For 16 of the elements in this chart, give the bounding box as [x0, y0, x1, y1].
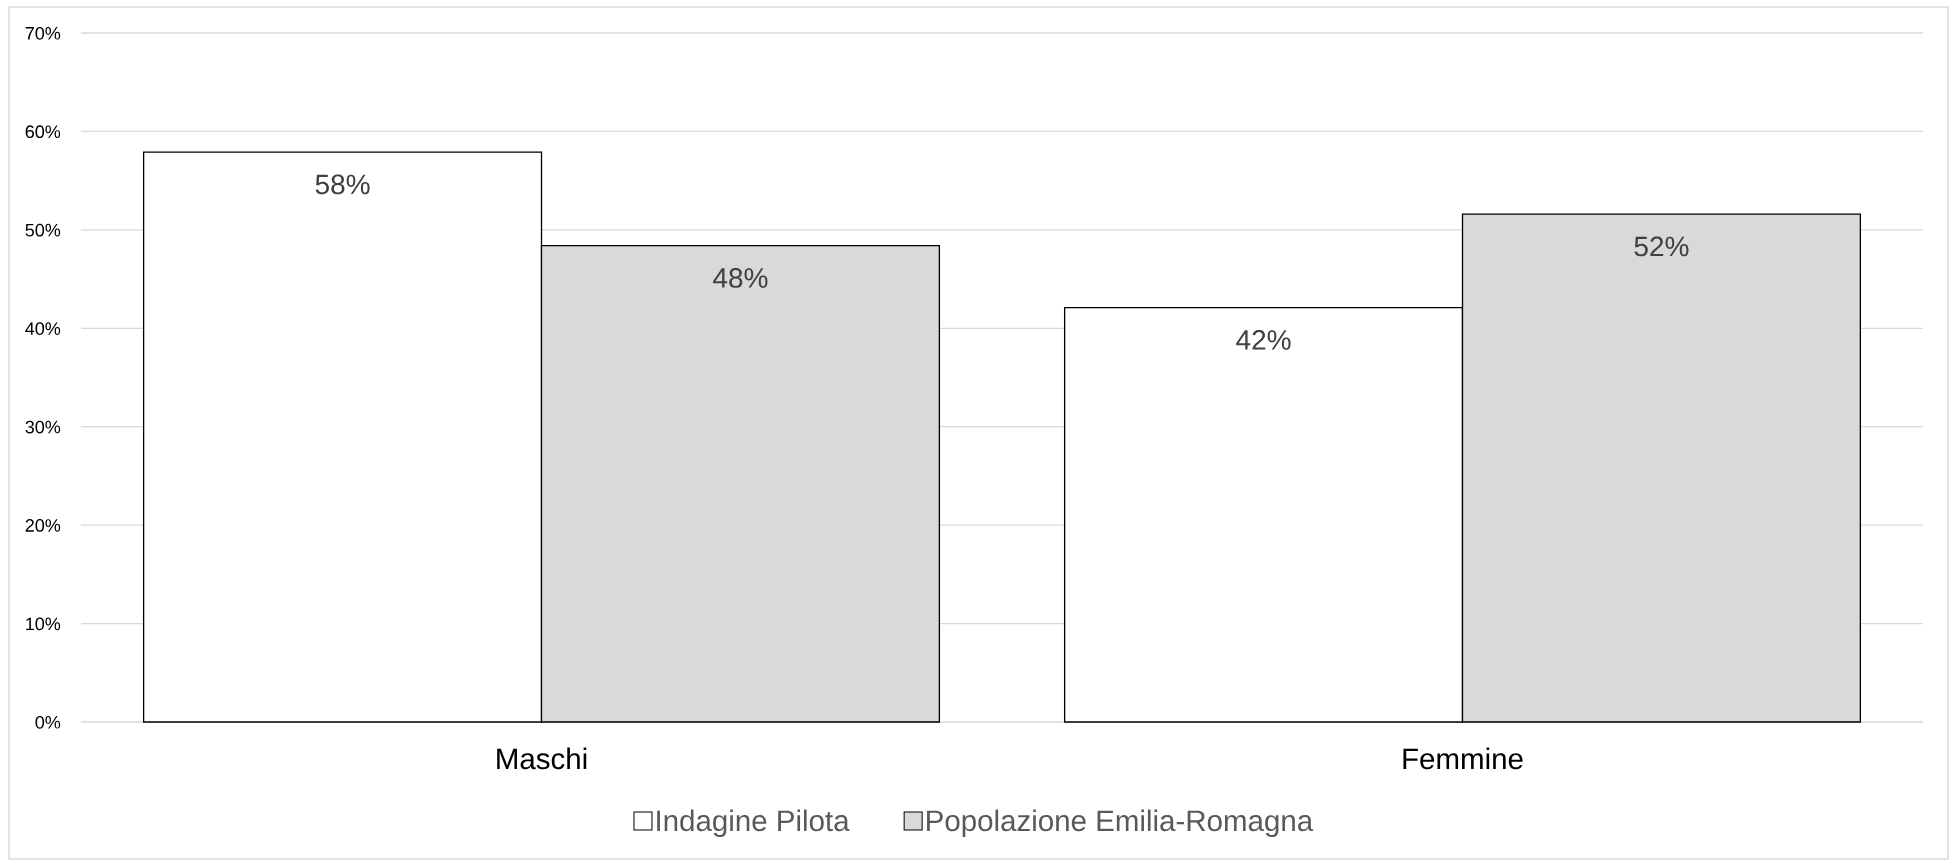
x-tick-label: Maschi	[497, 747, 587, 770]
legend-label: Indagine Pilota	[657, 809, 850, 838]
legend-label: Popolazione Emilia-Romagna	[927, 809, 1314, 838]
y-tick-label: 20%	[25, 519, 61, 532]
data-label: 58%	[315, 174, 370, 195]
data-label: 52%	[1634, 236, 1689, 257]
data-label: 42%	[1236, 330, 1291, 350]
y-tick-label: 10%	[26, 617, 61, 631]
y-tick-label: 50%	[25, 223, 61, 237]
y-tick-label: 0%	[35, 715, 61, 729]
y-tick-label: 60%	[25, 125, 61, 139]
y-tick-label: 70%	[25, 26, 61, 40]
x-tick-label: Femmine	[1403, 747, 1523, 770]
data-label: 48%	[713, 268, 768, 288]
y-tick-label: 30%	[25, 420, 61, 434]
y-tick-label: 40%	[25, 322, 61, 335]
